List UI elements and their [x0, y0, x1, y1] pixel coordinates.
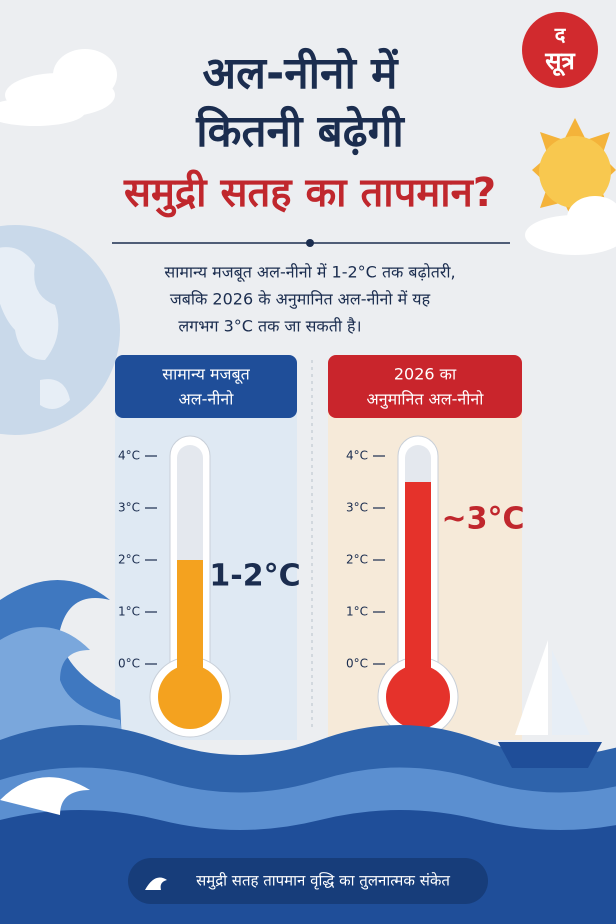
thermometer-bulb — [386, 665, 450, 729]
footer: समुद्री सतह तापमान वृद्धि का तुलनात्मक स… — [196, 872, 450, 891]
logo-text: सूत्र — [544, 47, 576, 77]
footer-pill — [128, 858, 488, 904]
tick-label: 1°C — [118, 605, 140, 619]
separator-dot — [306, 239, 314, 247]
subtitle: सामान्य मजबूत अल-नीनो में 1-2°C तक बढ़ोत… — [164, 263, 455, 283]
logo-text: द — [554, 23, 567, 47]
subtitle: लगभग 3°C तक जा सकती है। — [178, 317, 361, 336]
panel-heading: अनुमानित अल-नीनो — [367, 390, 485, 410]
value-label: 1-2°C — [209, 559, 300, 594]
title: कितनी बढ़ेगी — [195, 105, 405, 157]
cloud — [0, 49, 117, 126]
title: अल-नीनो में — [203, 47, 400, 99]
globe — [0, 225, 120, 435]
tick-label: 2°C — [346, 553, 368, 567]
panel-heading: सामान्य मजबूत — [162, 365, 250, 385]
thermometers: सामान्य मजबूत अल-नीनो 1-2°C 0°C 1°C 2°C 3°C 4°C… — [115, 355, 525, 740]
tick-label: 0°C — [346, 657, 368, 671]
tick-label: 2°C — [118, 553, 140, 567]
value-label: ~3°C — [441, 502, 524, 537]
wave-icon — [145, 877, 167, 890]
panel-header — [328, 355, 522, 418]
tick-label: 1°C — [346, 605, 368, 619]
thermometer-bulb — [158, 665, 222, 729]
sailboat — [498, 640, 602, 768]
panel-heading: अल-नीनो — [179, 390, 235, 409]
logo-badge — [522, 12, 598, 88]
title: समुद्री सतह का तापमान? — [123, 169, 496, 218]
tick-label: 4°C — [118, 449, 140, 463]
tick-label: 3°C — [346, 501, 368, 515]
cloud — [525, 196, 616, 255]
tick-label: 0°C — [118, 657, 140, 671]
tick-label: 3°C — [118, 501, 140, 515]
panel-heading: 2026 का — [394, 365, 457, 384]
subtitle: जबकि 2026 के अनुमानित अल-नीनो में यह — [170, 290, 431, 310]
panel-header — [115, 355, 297, 418]
tick-label: 4°C — [346, 449, 368, 463]
thermometer-fill — [405, 482, 431, 697]
